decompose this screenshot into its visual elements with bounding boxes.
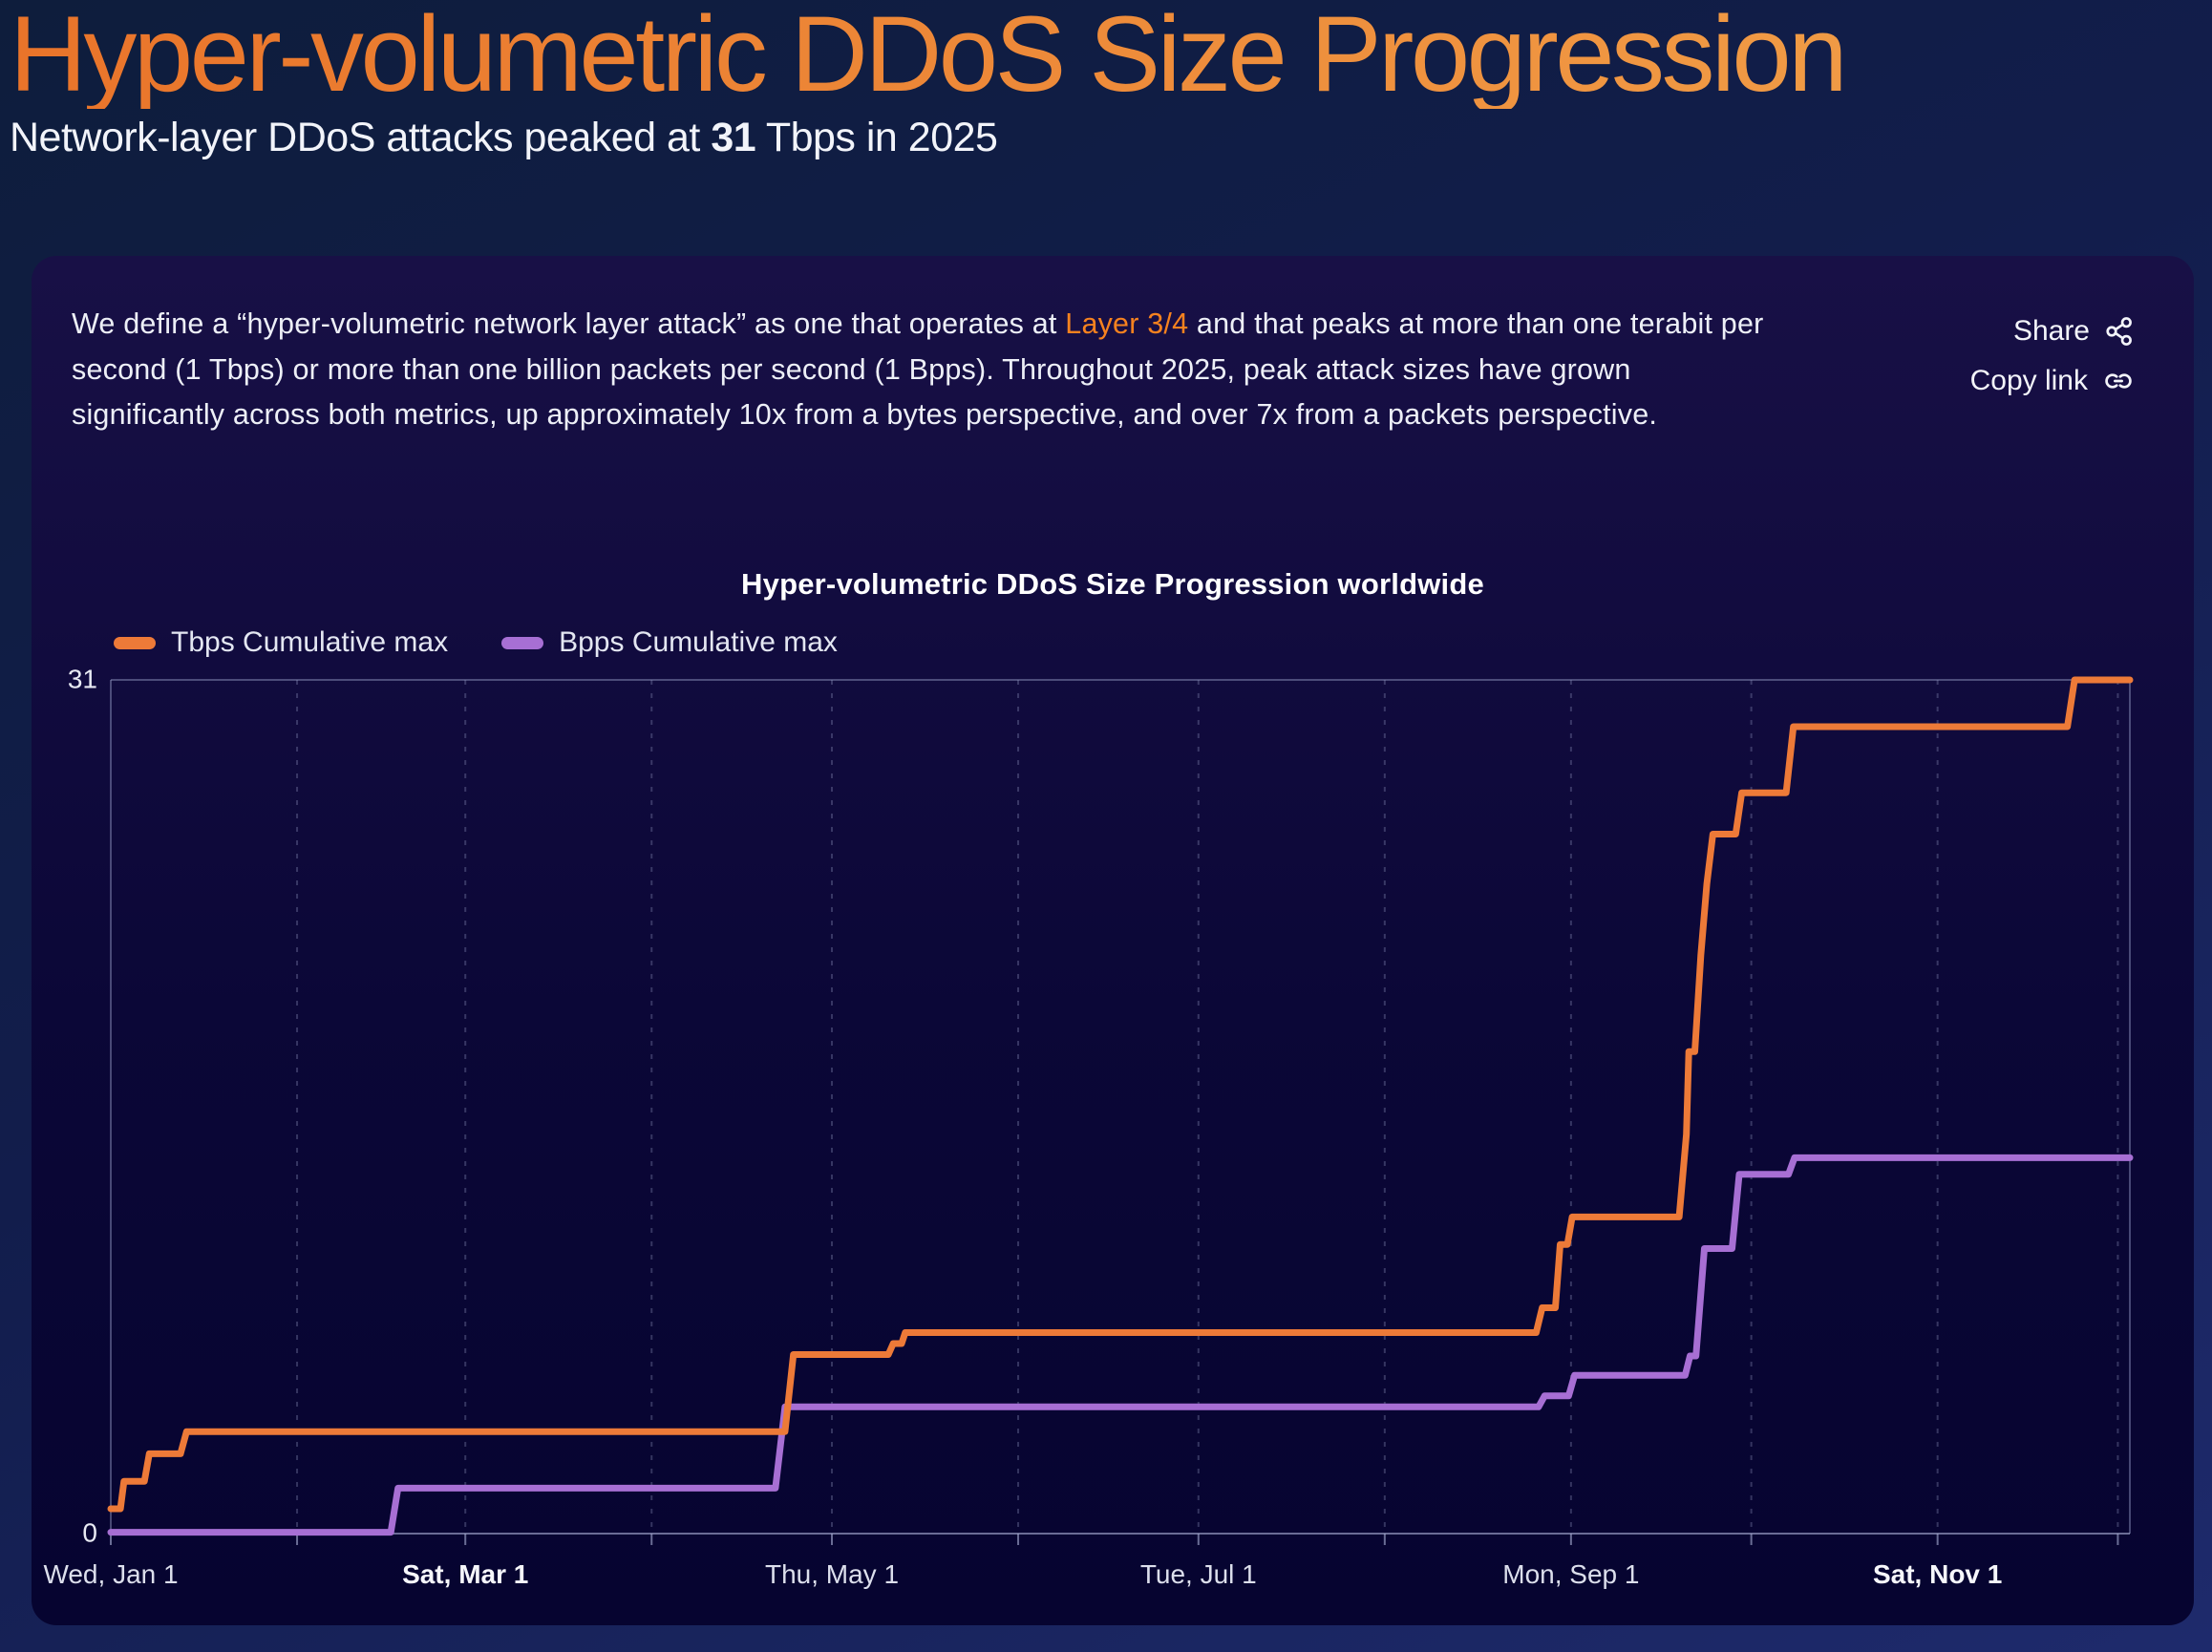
x-axis-label: Sat, Nov 1 [1873, 1559, 2002, 1589]
bpps-series-label: Bpps Cumulative max [559, 626, 838, 658]
subtitle-text: Network-layer DDoS attacks peaked at [10, 115, 712, 161]
bpps-series-line [107, 1154, 2134, 1536]
card-actions: Share Copy link [1970, 315, 2135, 397]
description-text-2: and that peaks at more than one terabit … [72, 307, 1764, 431]
share-label: Share [2012, 315, 2090, 347]
y-axis-label: 0 [82, 1517, 97, 1547]
tbps-series-label: Tbps Cumulative max [171, 626, 449, 658]
copy-link-button[interactable]: Copy link [1970, 365, 2135, 397]
layer-3-4-link[interactable]: Layer 3/4 [1065, 307, 1189, 340]
x-axis-label: Thu, May 1 [765, 1559, 899, 1589]
content-card: We define a “hyper-volumetric network la… [32, 256, 2194, 1625]
chart-title: Hyper-volumetric DDoS Size Progression w… [741, 567, 1484, 601]
description-text-1: We define a “hyper-volumetric network la… [72, 307, 1066, 340]
copy-link-label: Copy link [1969, 365, 2088, 396]
page-title: Hyper-volumetric DDoS Size Progression [10, 0, 2197, 109]
x-axis-label: Mon, Sep 1 [1502, 1559, 1639, 1589]
subtitle-suffix: Tbps in 2025 [755, 115, 998, 161]
share-button[interactable]: Share [2013, 315, 2135, 348]
y-axis-label: 31 [68, 664, 97, 693]
link-icon[interactable] [2102, 367, 2135, 395]
subtitle-peak-value: 31 [711, 115, 756, 161]
tbps-series-swatch [114, 636, 156, 649]
page-subtitle: Network-layer DDoS attacks peaked at 31 … [10, 115, 2197, 161]
tbps-series-line [107, 676, 2134, 1513]
bpps-series-swatch [501, 636, 544, 649]
legend-item-bpps[interactable]: Bpps Cumulative max [501, 626, 838, 659]
line-chart[interactable]: 0 31 Wed, Jan 1 Sat, Mar 1 Thu, May 1 Tue, Ju… [32, 256, 2194, 1625]
legend-item-tbps[interactable]: Tbps Cumulative max [114, 626, 448, 659]
x-axis-label: Sat, Mar 1 [402, 1559, 528, 1589]
share-icon[interactable] [2104, 316, 2135, 347]
page-header: Hyper-volumetric DDoS Size Progression N… [10, 0, 2197, 161]
x-axis-label: Tue, Jul 1 [1140, 1559, 1257, 1589]
chart-legend: Tbps Cumulative max Bpps Cumulative max [114, 626, 838, 659]
x-axis-label: Wed, Jan 1 [43, 1559, 178, 1589]
description-paragraph: We define a “hyper-volumetric network la… [72, 302, 1791, 438]
